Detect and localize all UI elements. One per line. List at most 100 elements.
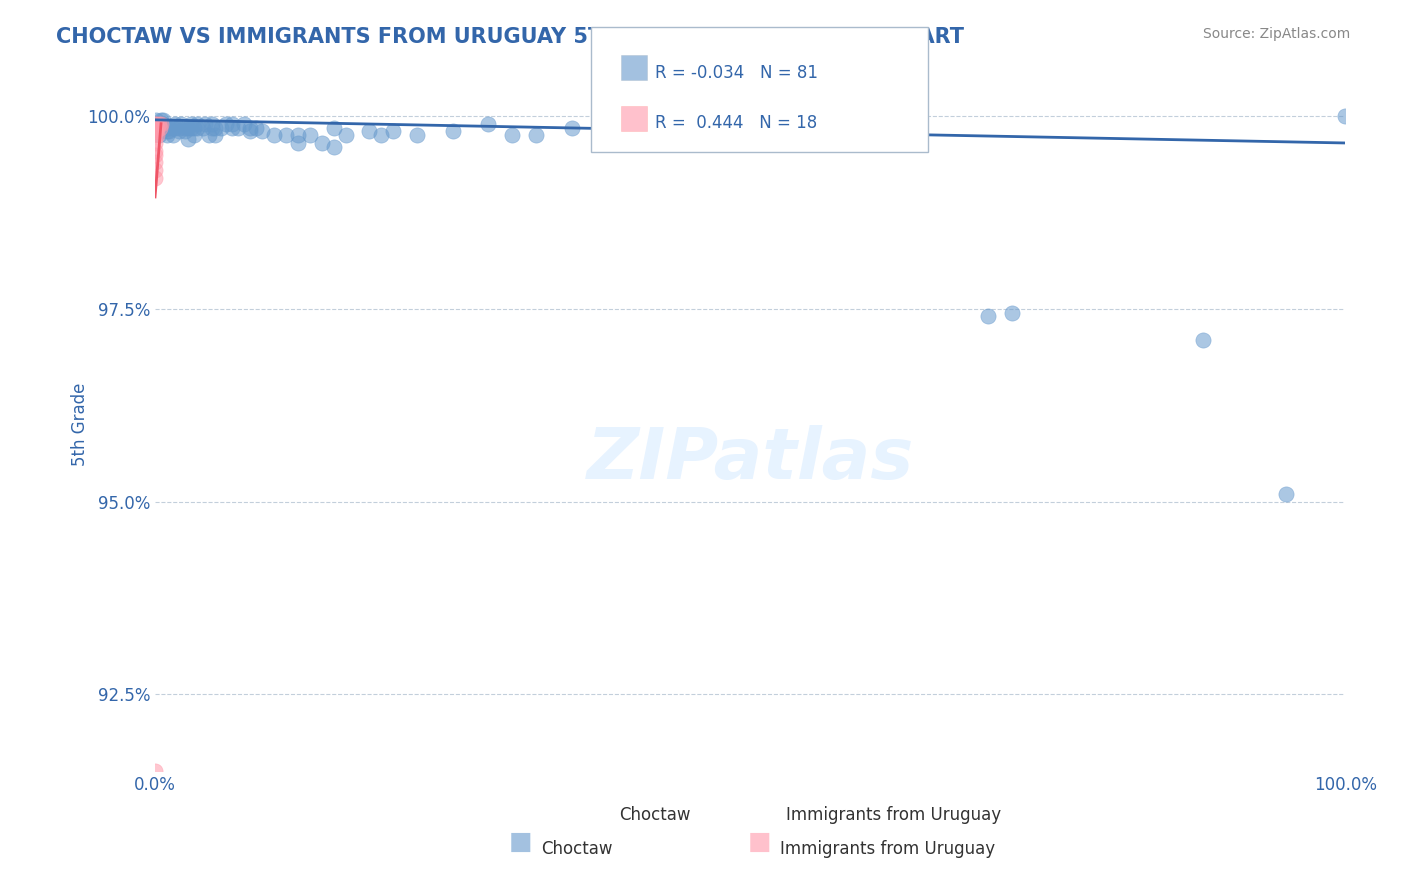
Point [148,128,170,143]
Text: Immigrants from Uruguay: Immigrants from Uruguay [780,840,995,858]
Point [298,128,321,143]
Point [596,120,619,135]
Point [183,128,205,143]
Point [143,120,166,135]
Point [173,124,195,138]
Point [146,124,169,138]
Point [146,117,169,131]
Point [274,128,297,143]
Text: ■: ■ [748,830,770,855]
Point [143,117,166,131]
Point [524,128,547,143]
Point [204,120,226,135]
Point [311,136,333,150]
Point [197,128,219,143]
Point [165,120,187,135]
Point [183,120,205,135]
Point [382,124,405,138]
Text: R =  0.444   N = 18: R = 0.444 N = 18 [655,114,817,132]
Point [180,117,202,131]
Point [157,120,180,135]
Point [143,136,166,150]
Point [233,117,256,131]
Point [143,155,166,169]
Point [194,117,217,131]
Point [143,163,166,178]
Y-axis label: 5th Grade: 5th Grade [72,383,89,467]
Text: ■: ■ [509,830,531,855]
Point [143,120,166,135]
Point [149,120,172,135]
Point [146,120,169,135]
Point [239,120,262,135]
Point [977,310,1000,324]
Point [170,117,193,131]
Point [165,117,187,131]
Point [150,120,173,135]
Point [201,120,224,135]
Point [143,124,166,138]
Point [186,117,208,131]
Point [441,124,464,138]
Point [245,120,267,135]
Point [858,128,880,143]
Point [215,117,238,131]
Point [177,120,200,135]
Point [167,124,190,138]
Point [143,764,166,779]
Point [561,120,583,135]
Point [156,120,179,135]
Point [150,124,173,138]
Point [145,112,167,127]
Point [156,128,179,143]
Point [143,124,166,138]
Point [620,124,643,138]
Point [150,117,173,131]
Text: Choctaw: Choctaw [619,806,690,824]
Point [406,128,429,143]
Point [150,117,173,131]
Point [191,120,214,135]
Point [322,140,344,154]
Text: Immigrants from Uruguay: Immigrants from Uruguay [786,806,1001,824]
Point [1191,333,1213,347]
Point [157,124,180,138]
Point [162,128,184,143]
Point [1001,305,1024,319]
Point [148,117,170,131]
Point [359,124,381,138]
Point [322,120,344,135]
Point [167,120,190,135]
Point [287,136,309,150]
Point [177,132,200,146]
Point [145,117,167,131]
Text: Choctaw: Choctaw [541,840,613,858]
Point [145,124,167,138]
Text: Source: ZipAtlas.com: Source: ZipAtlas.com [1202,27,1350,41]
Point [228,120,250,135]
Point [156,124,179,138]
Point [1275,487,1298,501]
Point [152,112,174,127]
Point [799,128,821,143]
Point [152,117,174,131]
Point [180,120,202,135]
Point [263,128,285,143]
Point [477,117,499,131]
Point [186,120,208,135]
Point [501,128,523,143]
Point [239,124,262,138]
Point [150,112,173,127]
Point [221,117,243,131]
Text: ZIPatlas: ZIPatlas [586,425,914,493]
Point [370,128,392,143]
Point [1334,109,1357,123]
Point [143,128,166,143]
Point [146,128,169,143]
Point [143,144,166,158]
Text: CHOCTAW VS IMMIGRANTS FROM URUGUAY 5TH GRADE CORRELATION CHART: CHOCTAW VS IMMIGRANTS FROM URUGUAY 5TH G… [56,27,965,46]
Point [173,120,195,135]
Point [201,117,224,131]
Point [143,117,166,131]
Text: R = -0.034   N = 81: R = -0.034 N = 81 [655,64,818,82]
